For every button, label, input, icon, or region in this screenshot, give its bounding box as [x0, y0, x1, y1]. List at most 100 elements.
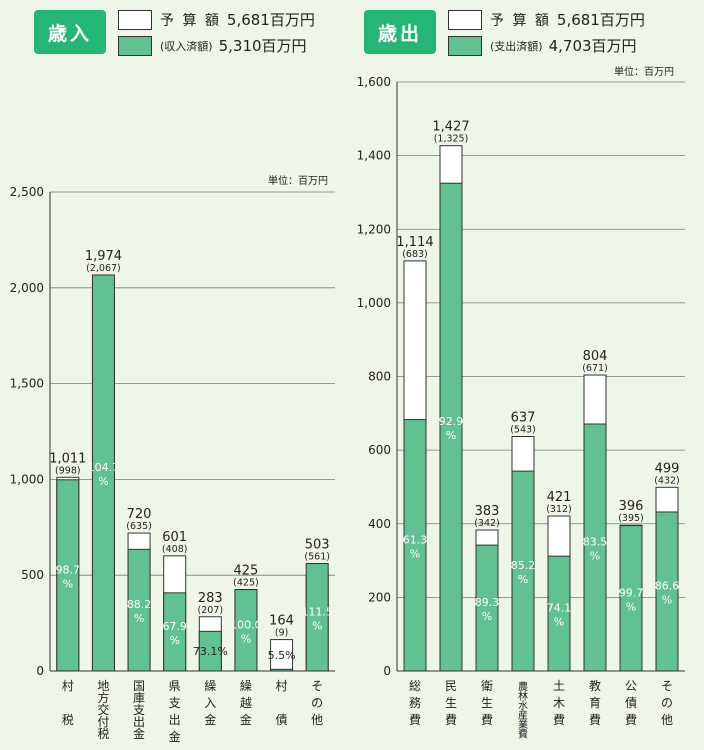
actual-value-label: (408)	[162, 544, 188, 555]
y-tick-label: 1,400	[357, 149, 391, 163]
actual-value-label: (2,067)	[86, 263, 121, 274]
actual-bar	[163, 592, 187, 672]
category-label-char: 費	[625, 712, 637, 727]
budget-value-label: 283	[198, 591, 223, 606]
expenditure-panel: 歳出 予 算 額 5,681百万円 (支出済額) 4,703百万円 単位：百万円…	[352, 0, 704, 750]
percentage-label: 111.5	[301, 605, 333, 618]
y-tick-label: 400	[368, 517, 391, 531]
category-label-char: 民	[445, 679, 457, 693]
category-label-char: の	[661, 696, 673, 710]
percentage-label: 83.5	[583, 535, 608, 548]
actual-swatch	[448, 35, 482, 56]
percentage-sign: %	[626, 600, 636, 613]
actual-value-label: (9)	[275, 628, 288, 639]
revenue-legend-actual: (収入済額) 5,310百万円	[118, 35, 307, 56]
category-label-char: 教	[589, 678, 601, 693]
category-label-char: 水	[518, 700, 528, 712]
category-label-char: 土	[553, 679, 565, 693]
percentage-label: 99.7	[619, 586, 644, 599]
actual-value-label: (312)	[546, 504, 572, 515]
expenditure-unit-label: 単位：百万円	[614, 67, 674, 78]
percentage-label: 85.2	[511, 559, 536, 572]
expenditure-chart: 02004006008001,0001,2001,4001,6001,114(6…	[357, 75, 685, 741]
category-label-char: 費	[481, 712, 493, 727]
percentage-label: 67.9	[162, 620, 187, 633]
legend-label: 予 算 額	[490, 12, 551, 29]
category-label-char: 地	[97, 679, 109, 693]
budget-value-label: 1,011	[49, 451, 86, 466]
actual-bar	[305, 563, 329, 672]
category-label-char: 金	[240, 712, 252, 727]
actual-bar	[583, 423, 607, 672]
category-label-char: 方	[97, 690, 109, 705]
budget-value-label: 1,427	[432, 120, 469, 135]
percentage-sign: %	[169, 634, 179, 647]
budget-value-label: 499	[655, 461, 680, 476]
category-label-char: 出	[169, 713, 181, 727]
revenue-legend-budget: 予 算 額 5,681百万円	[118, 9, 315, 30]
category-label-char: 交	[97, 702, 109, 717]
y-tick-label: 1,500	[10, 377, 44, 391]
actual-value-label: (207)	[198, 605, 224, 616]
category-label-char: 庫	[133, 691, 145, 705]
budget-value-label: 637	[511, 411, 536, 426]
y-tick-label: 2,000	[10, 281, 44, 295]
category-label-char: 公	[625, 679, 637, 693]
actual-value-label: (998)	[55, 465, 81, 476]
actual-bar	[91, 274, 115, 672]
category-label-char: そ	[311, 679, 323, 693]
category-label-char: 他	[661, 713, 673, 727]
percentage-sign: %	[410, 547, 420, 560]
expenditure-badge: 歳出	[364, 10, 436, 54]
actual-bar	[439, 182, 463, 672]
percentage-label: 104.7	[88, 461, 120, 474]
actual-bar	[403, 419, 427, 672]
actual-value-label: (425)	[233, 578, 259, 589]
percentage-sign: %	[554, 616, 564, 629]
category-label-char: 支	[169, 696, 181, 710]
budget-value-label: 421	[547, 490, 572, 505]
category-label-char: 費	[409, 712, 421, 727]
y-tick-label: 1,000	[357, 296, 391, 310]
percentage-label: 74.1	[547, 602, 572, 615]
y-tick-label: 1,000	[10, 472, 44, 486]
category-label-char: 費	[589, 712, 601, 727]
y-tick-label: 200	[368, 590, 391, 604]
revenue-badge: 歳入	[34, 10, 106, 54]
category-label-char: 金	[169, 729, 181, 744]
budget-value-label: 383	[475, 504, 500, 519]
revenue-panel: 歳入 予 算 額 5,681百万円 (収入済額) 5,310百万円 単位：百万円…	[10, 9, 335, 744]
percentage-label: 100.0	[230, 618, 262, 631]
budget-value-label: 720	[127, 507, 152, 522]
category-label-char: 総	[409, 679, 421, 693]
percentage-sign: %	[482, 610, 492, 623]
category-label-char: の	[311, 696, 323, 710]
y-tick-label: 0	[36, 664, 44, 678]
y-tick-label: 500	[21, 568, 44, 582]
category-label-char: 他	[311, 713, 323, 727]
actual-bar	[619, 525, 643, 672]
percentage-label: 5.5%	[268, 649, 296, 662]
category-label-char: 費	[445, 712, 457, 727]
actual-bar	[655, 511, 679, 672]
budget-value-label: 164	[269, 614, 294, 629]
percentage-sign: %	[518, 573, 528, 586]
actual-swatch	[118, 35, 152, 56]
category-label-char: 衛	[481, 679, 493, 693]
category-label-char: 林	[518, 690, 528, 703]
category-label-char: 入	[204, 696, 216, 710]
legend-label: 予 算 額	[160, 12, 221, 29]
category-label-char: 村	[62, 679, 74, 693]
percentage-label: 73.1%	[193, 645, 228, 658]
percentage-sign: %	[241, 632, 251, 645]
actual-value-label: (635)	[126, 521, 152, 532]
category-label-char: 国	[133, 679, 145, 693]
actual-value-label: (561)	[304, 552, 330, 563]
category-label-char: 県	[169, 679, 181, 693]
category-label-char: 繰	[240, 679, 252, 693]
budget-swatch	[448, 9, 482, 30]
category-label-char: 費	[518, 728, 528, 741]
legend-value: 4,703百万円	[548, 37, 637, 55]
revenue-chart: 0 500 1,000 1,500 2,000 2,500 1,011(998) 98.7% 村…	[10, 185, 335, 744]
budget-value-label: 1,114	[396, 235, 433, 250]
